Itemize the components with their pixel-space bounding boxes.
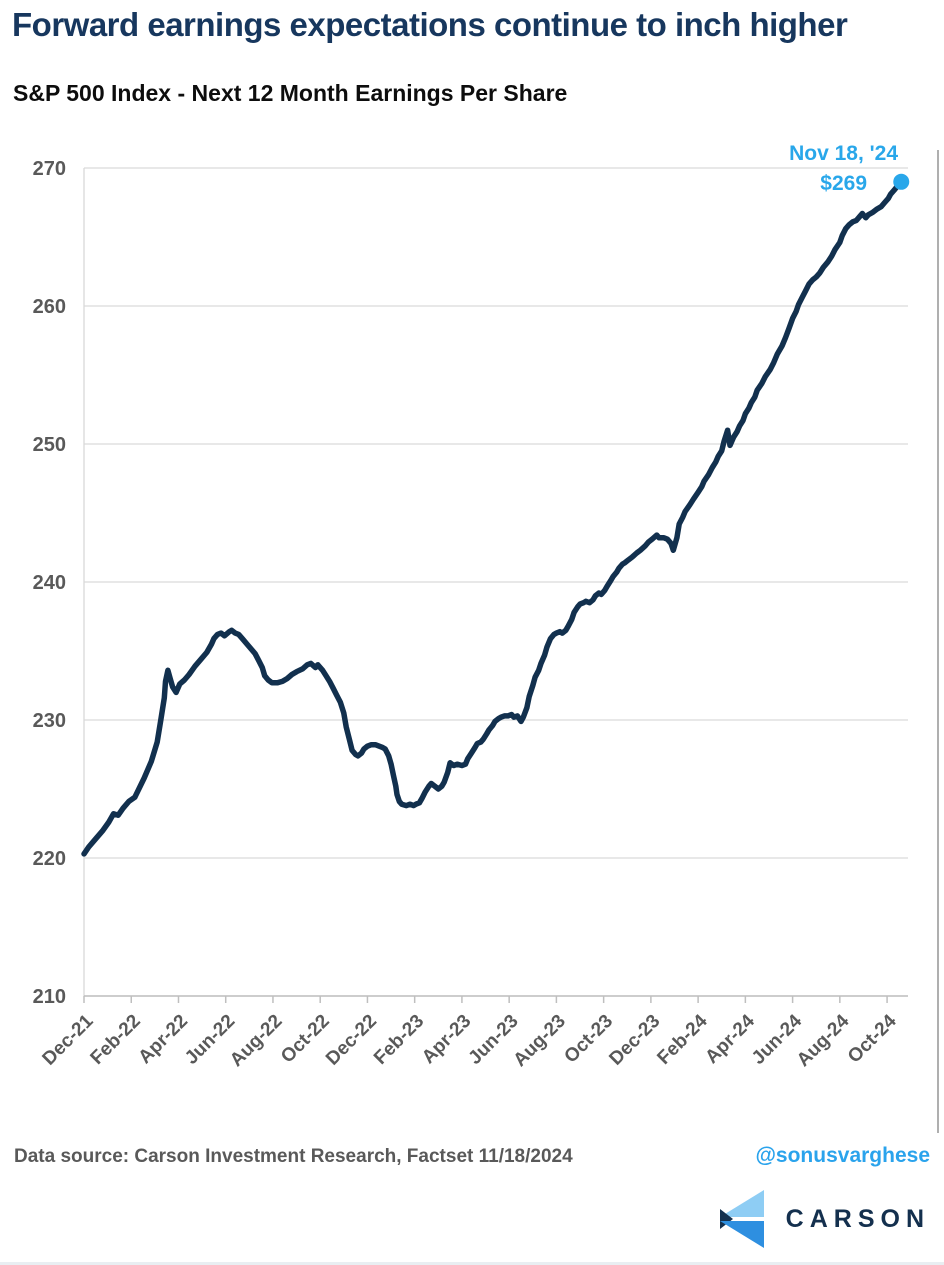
x-axis-label-Apr-22: Apr-22 bbox=[135, 1011, 192, 1068]
eps-series-line bbox=[81, 179, 905, 857]
x-axis-label-Feb-24: Feb-24 bbox=[653, 1010, 711, 1068]
chart-subtitle: S&P 500 Index - Next 12 Month Earnings P… bbox=[13, 80, 568, 106]
x-axis-label-Feb-23: Feb-23 bbox=[370, 1011, 428, 1069]
y-axis-label-260: 260 bbox=[33, 296, 66, 318]
y-axis-label-240: 240 bbox=[33, 572, 66, 594]
axis-labels: 270260250240230220210Dec-21Feb-22Apr-22J… bbox=[33, 158, 901, 1071]
x-axis-label-Dec-23: Dec-23 bbox=[605, 1011, 664, 1070]
carson-logo: CARSON bbox=[718, 1190, 930, 1248]
x-axis-label-Dec-21: Dec-21 bbox=[39, 1010, 98, 1069]
y-axis-label-250: 250 bbox=[33, 434, 66, 456]
y-axis-label-270: 270 bbox=[33, 158, 66, 180]
footer: Data source: Carson Investment Research,… bbox=[14, 1144, 930, 1168]
x-axis-label-Aug-23: Aug-23 bbox=[510, 1011, 570, 1071]
data-source-text: Data source: Carson Investment Research,… bbox=[14, 1146, 573, 1167]
x-axis-label-Aug-22: Aug-22 bbox=[226, 1011, 286, 1071]
x-axis-label-Feb-22: Feb-22 bbox=[87, 1011, 145, 1069]
last-point-label-value: $269 bbox=[820, 172, 867, 195]
y-axis-label-220: 220 bbox=[33, 848, 66, 870]
data-point-dot-icon bbox=[893, 173, 910, 190]
x-axis-label-Apr-23: Apr-23 bbox=[418, 1011, 475, 1068]
gridlines bbox=[84, 167, 908, 997]
eps-line-chart: 270260250240230220210Dec-21Feb-22Apr-22J… bbox=[33, 142, 910, 1071]
y-axis-label-230: 230 bbox=[33, 710, 66, 732]
axes bbox=[83, 168, 908, 1003]
carson-chevron-icon bbox=[719, 1190, 764, 1248]
x-axis-label-Dec-22: Dec-22 bbox=[322, 1011, 381, 1070]
carson-wordmark: CARSON bbox=[785, 1204, 930, 1233]
y-axis-label-210: 210 bbox=[33, 986, 66, 1008]
x-axis-label-Aug-24: Aug-24 bbox=[793, 1010, 854, 1071]
window-edge-line bbox=[937, 150, 939, 1133]
last-point-label-date: Nov 18, '24 bbox=[789, 142, 898, 165]
x-axis-label-Oct-24: Oct-24 bbox=[844, 1010, 901, 1067]
line-series bbox=[81, 179, 905, 857]
x-axis-label-Apr-24: Apr-24 bbox=[701, 1010, 759, 1068]
chart-area: 270 260 250 240 230 220 210 Dec-21 Feb-22 Apr-22 J… bbox=[0, 130, 944, 1120]
page-title: Forward earnings expectations continue t… bbox=[12, 6, 848, 43]
social-handle-link[interactable]: @sonusvarghese bbox=[755, 1144, 930, 1167]
